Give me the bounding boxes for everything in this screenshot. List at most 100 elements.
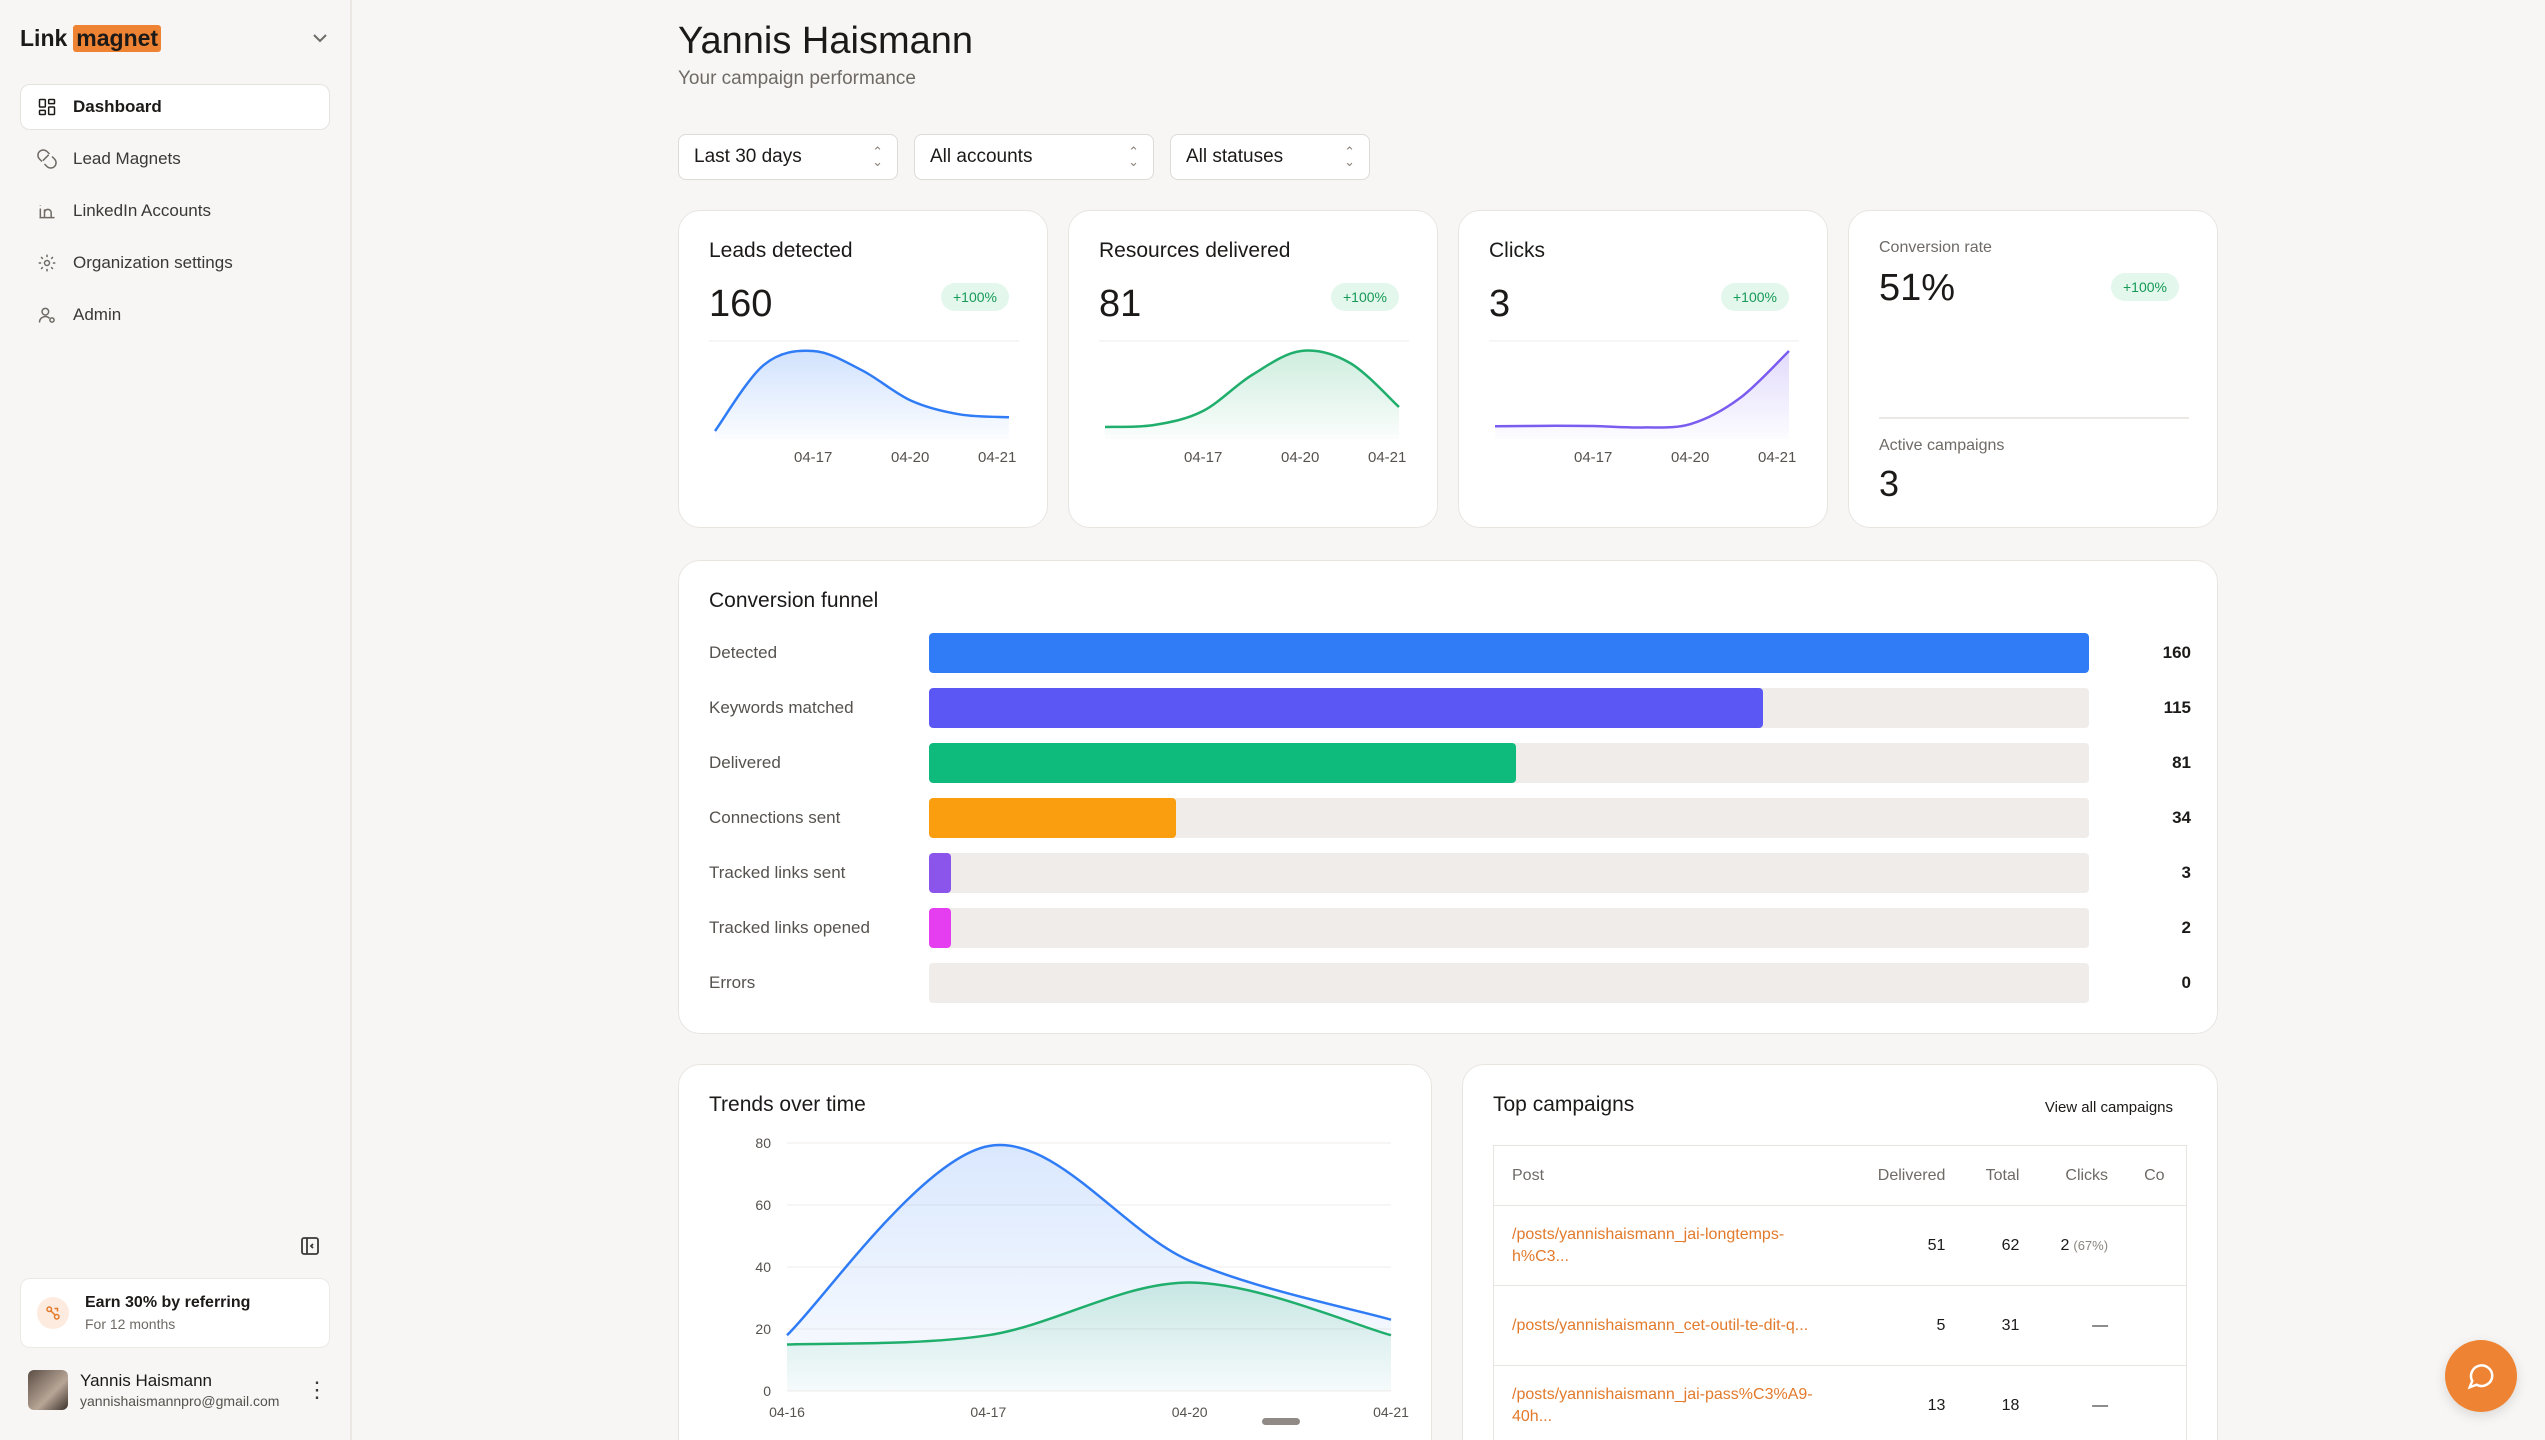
sparkline-ticks: 04-17 04-20 04-21 <box>1459 449 1829 471</box>
sparkline-area <box>1105 350 1399 439</box>
accounts-select-value: All accounts <box>930 146 1033 167</box>
referral-title: Earn 30% by referring <box>85 1294 251 1311</box>
statuses-select[interactable]: All statuses ⌃ ⌄ <box>1170 134 1370 180</box>
grid-icon <box>38 98 56 116</box>
y-tick-label: 20 <box>755 1321 771 1337</box>
sidebar-collapse-icon[interactable] <box>298 1234 322 1258</box>
column-header-clicks[interactable]: Clicks <box>2037 1145 2127 1206</box>
column-header-conversion[interactable]: Co <box>2126 1145 2187 1206</box>
delta-badge: +100% <box>1331 283 1399 311</box>
top-campaigns-card: Top campaigns View all campaigns Post De… <box>1462 1064 2218 1440</box>
scroll-indicator[interactable] <box>1262 1418 1300 1425</box>
sparkline-area <box>715 350 1009 439</box>
page-title: Yannis Haismann <box>678 20 974 62</box>
funnel-label: Keywords matched <box>709 698 854 717</box>
funnel-bar-track <box>929 963 2089 1003</box>
cell-clicks: — <box>2037 1365 2127 1440</box>
referral-card[interactable]: Earn 30% by referring For 12 months <box>20 1278 330 1348</box>
funnel-title: Conversion funnel <box>709 589 879 612</box>
period-select[interactable]: Last 30 days ⌃ ⌄ <box>678 134 898 180</box>
sidebar-item-linkedin-accounts[interactable]: LinkedIn Accounts <box>20 188 330 234</box>
y-tick-label: 0 <box>763 1383 771 1399</box>
clicks-value: 2 <box>2060 1236 2070 1254</box>
sparkline-line <box>713 349 1010 432</box>
stat-value: 51% <box>1879 267 1956 309</box>
chevron-down-icon[interactable] <box>308 26 332 50</box>
user-email: yannishaismannpro@gmail.com <box>80 1393 280 1409</box>
funnel-bar-track <box>929 633 2089 673</box>
trend-series-area <box>787 1282 1391 1391</box>
column-header-total[interactable]: Total <box>1963 1145 2038 1206</box>
user-admin-icon <box>38 307 55 323</box>
x-tick-label: 04-20 <box>1172 1404 1208 1420</box>
funnel-row: Errors 0 <box>709 963 2191 1003</box>
active-campaigns-label: Active campaigns <box>1879 437 2005 454</box>
logo-text: Link <box>20 24 68 51</box>
y-tick-label: 80 <box>755 1135 771 1151</box>
clicks-pct: (67%) <box>2073 1237 2109 1253</box>
table-row[interactable]: /posts/yannishaismann_jai-longtemps-h%C3… <box>1493 1205 2187 1286</box>
funnel-value: 0 <box>2181 973 2191 992</box>
sidebar: Link magnet Dashboard Lead Magnets Linked… <box>0 0 352 1440</box>
referral-subtitle: For 12 months <box>85 1316 176 1332</box>
more-vertical-icon[interactable]: ⋮ <box>306 1377 328 1402</box>
stat-value: 3 <box>1489 283 1511 325</box>
cell-total: 18 <box>1963 1365 2038 1440</box>
page-subtitle: Your campaign performance <box>678 68 916 89</box>
sidebar-item-organization-settings[interactable]: Organization settings <box>20 240 330 286</box>
table-row[interactable]: /posts/yannishaismann_jai-pass%C3%A9-40h… <box>1493 1365 2187 1440</box>
stat-title: Leads detected <box>709 239 853 262</box>
funnel-row: Detected 160 <box>709 633 2191 673</box>
sidebar-item-label: Admin <box>73 305 122 324</box>
chevron-updown-icon: ⌃ ⌄ <box>872 143 883 169</box>
funnel-row: Tracked links opened 2 <box>709 908 2191 948</box>
top-campaigns-title: Top campaigns <box>1493 1093 1635 1116</box>
cell-delivered: 51 <box>1853 1205 1964 1286</box>
tick-label: 04-20 <box>1281 449 1320 466</box>
chevron-updown-icon: ⌃ ⌄ <box>1128 143 1139 169</box>
sidebar-item-lead-magnets[interactable]: Lead Magnets <box>20 136 330 182</box>
trends-card: Trends over time 0 20 40 60 80 04-16 04-17 04-2… <box>678 1064 1432 1440</box>
tick-label: 04-21 <box>978 449 1017 466</box>
x-tick-label: 04-17 <box>970 1404 1006 1420</box>
accounts-select[interactable]: All accounts ⌃ ⌄ <box>914 134 1154 180</box>
sidebar-item-dashboard[interactable]: Dashboard <box>20 84 330 130</box>
divider <box>1879 417 2189 419</box>
funnel-value: 34 <box>2172 808 2191 827</box>
campaign-post-link[interactable]: /posts/yannishaismann_cet-outil-te-dit-q… <box>1493 1285 1854 1366</box>
funnel-row: Delivered 81 <box>709 743 2191 783</box>
sparkline-line <box>1494 350 1790 429</box>
cell-clicks: 2 (67%) <box>2037 1205 2127 1286</box>
campaign-post-link[interactable]: /posts/yannishaismann_jai-longtemps-h%C3… <box>1493 1205 1854 1286</box>
magnet-icon <box>37 149 57 169</box>
table-row[interactable]: /posts/yannishaismann_cet-outil-te-dit-q… <box>1493 1285 2187 1366</box>
resources-delivered-card: Resources delivered 81 +100% 04-17 04-20… <box>1068 210 1438 528</box>
view-all-campaigns-button[interactable]: View all campaigns <box>2044 1099 2173 1116</box>
gear-icon <box>38 254 56 272</box>
sparkline-area <box>1495 351 1789 439</box>
chat-button[interactable] <box>2445 1340 2517 1412</box>
funnel-bar <box>929 688 1763 728</box>
column-header-post[interactable]: Post <box>1493 1145 1854 1206</box>
funnel-value: 81 <box>2172 753 2191 772</box>
stat-value: 81 <box>1099 283 1142 325</box>
workspace-switcher[interactable]: Link magnet <box>20 22 332 54</box>
sidebar-item-admin[interactable]: Admin <box>20 292 330 338</box>
cell-clicks: — <box>2037 1285 2127 1366</box>
trend-series-line <box>786 1281 1392 1346</box>
clicks-card: Clicks 3 +100% 04-17 04-20 04-21 <box>1458 210 1828 528</box>
funnel-value: 2 <box>2181 918 2191 937</box>
funnel-bar <box>929 743 1517 783</box>
column-header-delivered[interactable]: Delivered <box>1853 1145 1964 1206</box>
filters-bar: Last 30 days ⌃ ⌄ All accounts ⌃ ⌄ All stat… <box>678 134 1370 180</box>
funnel-label: Tracked links opened <box>709 918 870 937</box>
stat-title: Clicks <box>1489 239 1545 262</box>
sidebar-item-label: Dashboard <box>73 97 162 116</box>
campaign-post-link[interactable]: /posts/yannishaismann_jai-pass%C3%A9-40h… <box>1493 1365 1854 1440</box>
funnel-label: Delivered <box>709 753 781 772</box>
conversion-funnel-card: Conversion funnel Detected 160 Keywords ma… <box>678 560 2218 1034</box>
funnel-value: 115 <box>2163 698 2191 717</box>
user-menu[interactable]: Yannis Haismann yannishaismannpro@gmail.… <box>28 1368 328 1412</box>
linkedin-icon <box>39 205 55 219</box>
sparkline-ticks: 04-17 04-20 04-21 <box>679 449 1049 471</box>
